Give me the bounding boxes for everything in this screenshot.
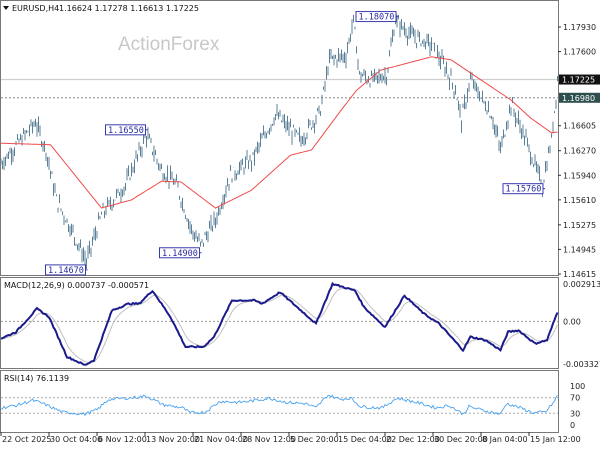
time-axis-label: 8 Jan 04:00 xyxy=(482,435,528,444)
price-axis-label: 1.15940 xyxy=(563,171,596,180)
annotation-box xyxy=(45,264,86,276)
moving-average-line xyxy=(0,56,558,209)
macd-title: MACD(12,26,9) 0.000737 -0.000571 xyxy=(4,281,149,290)
rsi-axis-label: 70 xyxy=(570,394,580,403)
rsi-axis-label: 0 xyxy=(570,421,575,430)
price-axis-label: 1.16270 xyxy=(563,147,596,156)
annotation-label: 1.16550 xyxy=(108,126,144,136)
macd-pane-frame xyxy=(0,277,559,369)
price-axis-label: 1.14945 xyxy=(563,245,596,254)
rsi-line xyxy=(0,394,558,417)
rsi-pane-frame xyxy=(0,370,559,433)
time-axis-label: 15 Dec 04:00 xyxy=(338,435,392,444)
symbol-label: EURUSD,H4 xyxy=(12,4,59,13)
time-axis-label: 28 Nov 12:00 xyxy=(242,435,296,444)
current-price-label: 1.17225 xyxy=(562,76,595,85)
annotation-label: 1.14900 xyxy=(162,249,198,259)
macd-axis-label: 0.002913 xyxy=(563,280,600,289)
level-price-tag xyxy=(559,92,600,103)
annotation-box xyxy=(159,247,200,259)
price-axis-label: 1.17930 xyxy=(563,23,596,32)
annotation-label: 1.15760 xyxy=(506,185,542,195)
macd-line xyxy=(0,281,559,366)
price-axis-label: 1.17600 xyxy=(563,48,596,57)
collapse-triangle-icon[interactable] xyxy=(3,6,9,10)
annotation-box xyxy=(105,124,146,136)
time-axis-label: 21 Nov 04:00 xyxy=(194,435,248,444)
macd-axis-label: -0.003327 xyxy=(563,360,600,369)
macd-signal-line xyxy=(0,287,558,363)
level-price-label: 1.16980 xyxy=(562,94,595,103)
time-axis-label: 13 Nov 20:00 xyxy=(146,435,200,444)
time-axis-label: 30 Dec 20:00 xyxy=(434,435,488,444)
time-axis-label: 22 Oct 2025 xyxy=(2,435,51,444)
current-price-tag xyxy=(559,74,600,85)
watermark-logo: ActionForex xyxy=(118,34,220,55)
macd-axis-label: 0.00 xyxy=(563,317,581,326)
annotation-box xyxy=(502,183,544,195)
annotation-label: 1.18070 xyxy=(359,13,395,23)
rsi-axis-label: 30 xyxy=(570,409,580,418)
annotation-box xyxy=(355,11,397,23)
rsi-axis-label: 100 xyxy=(570,382,585,391)
time-axis-label: 6 Nov 12:00 xyxy=(98,435,147,444)
ohlc-values: 1.16624 1.17278 1.16613 1.17225 xyxy=(59,4,199,13)
price-axis-label: 1.15275 xyxy=(563,221,596,230)
price-axis-label: 1.15610 xyxy=(563,196,596,205)
price-pane-frame xyxy=(0,0,559,276)
time-axis-label: 22 Dec 12:00 xyxy=(386,435,440,444)
time-axis-label: 5 Dec 20:00 xyxy=(290,435,339,444)
time-axis-label: 30 Oct 04:00 xyxy=(50,435,102,444)
time-axis-label: 15 Jan 12:00 xyxy=(530,435,581,444)
price-axis-label: 1.14615 xyxy=(563,270,596,279)
price-axis-label: 1.16605 xyxy=(563,122,596,131)
rsi-title: RSI(14) 76.1139 xyxy=(4,374,69,383)
annotation-label: 1.14670 xyxy=(48,266,84,276)
